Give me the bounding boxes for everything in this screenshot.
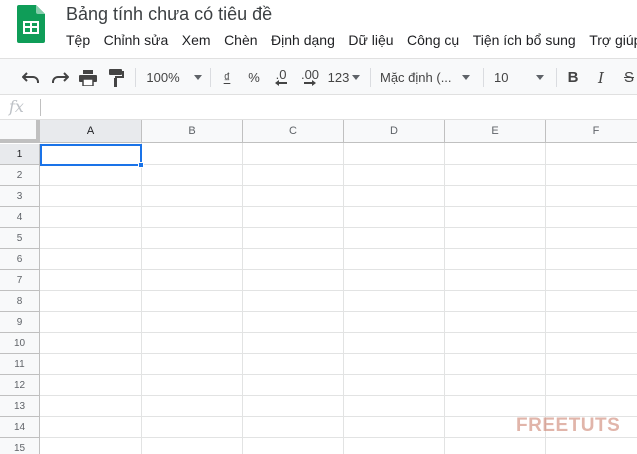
bold-button[interactable]: B (567, 69, 579, 86)
paint-format-icon[interactable] (103, 59, 129, 96)
row-header[interactable]: 6 (0, 249, 40, 270)
menu-file[interactable]: Tệp (66, 32, 91, 48)
row-header[interactable]: 14 (0, 417, 40, 438)
grid-line (40, 227, 637, 228)
formula-input[interactable] (48, 99, 628, 116)
column-header-d[interactable]: D (344, 120, 445, 143)
row-header[interactable]: 10 (0, 333, 40, 354)
toolbar-separator (556, 68, 557, 87)
grid-line (40, 332, 637, 333)
watermark-text-b: TUTS (568, 415, 621, 436)
chevron-down-icon (461, 75, 470, 80)
document-title[interactable]: Bảng tính chưa có tiêu đề (66, 4, 273, 24)
watermark-text-a: FREE (516, 415, 569, 436)
increase-decimal-label: .00 (300, 66, 320, 82)
grid-line (40, 290, 637, 291)
grid-line (40, 164, 637, 165)
menu-help[interactable]: Trợ giúp (589, 32, 637, 48)
font-family-value: Mặc định (... (380, 70, 452, 85)
row-header[interactable]: 1 (0, 144, 40, 165)
grid-line (40, 248, 637, 249)
italic-button[interactable]: I (598, 68, 604, 87)
arrow-left-icon (275, 79, 287, 86)
decrease-decimal-label: .0 (275, 66, 287, 82)
grid-line (40, 353, 637, 354)
spreadsheet-grid[interactable]: A B C D E F 1 2 3 4 5 6 7 8 9 10 11 12 1… (0, 120, 637, 454)
chevron-down-icon (352, 75, 361, 80)
grid-line (444, 143, 445, 454)
grid-line (141, 143, 142, 454)
app-header: Bảng tính chưa có tiêu đề Tệp Chỉnh sửa … (0, 0, 637, 58)
sheets-logo-icon[interactable] (17, 5, 45, 43)
selected-cell-a1[interactable] (40, 144, 142, 166)
fx-icon: fx (9, 97, 24, 116)
grid-line (40, 311, 637, 312)
font-family-select[interactable]: Mặc định (... (380, 59, 476, 96)
row-header[interactable]: 2 (0, 165, 40, 186)
formula-bar: fx (0, 95, 637, 120)
column-header-b[interactable]: B (142, 120, 243, 143)
row-header[interactable]: 4 (0, 207, 40, 228)
row-header[interactable]: 7 (0, 270, 40, 291)
grid-line (40, 269, 637, 270)
grid-line (545, 143, 546, 454)
grid-line (40, 374, 637, 375)
print-icon[interactable] (75, 59, 101, 96)
grid-line (40, 206, 637, 207)
grid-line (40, 416, 637, 417)
zoom-select[interactable]: 100% (145, 59, 203, 96)
toolbar-separator (135, 68, 136, 87)
strikethrough-button[interactable]: S (623, 69, 634, 86)
menu-view[interactable]: Xem (181, 32, 211, 48)
toolbar-separator (210, 68, 211, 87)
menu-bar: Tệp Chỉnh sửa Xem Chèn Định dạng Dữ liệu… (66, 32, 637, 48)
row-header[interactable]: 13 (0, 396, 40, 417)
row-header[interactable]: 5 (0, 228, 40, 249)
percent-format-button[interactable]: % (248, 70, 260, 85)
font-size-select[interactable]: 10 (494, 59, 550, 96)
formula-separator (40, 99, 41, 116)
more-formats-label: 123 (327, 70, 350, 85)
menu-edit[interactable]: Chỉnh sửa (103, 32, 169, 48)
row-header[interactable]: 3 (0, 186, 40, 207)
undo-icon[interactable] (18, 59, 44, 96)
row-header[interactable]: 11 (0, 354, 40, 375)
font-size-value: 10 (494, 70, 509, 85)
freetuts-watermark: FREETUTS (516, 415, 620, 437)
row-header[interactable]: 9 (0, 312, 40, 333)
arrow-right-icon (304, 79, 316, 86)
row-header[interactable]: 12 (0, 375, 40, 396)
column-header-e[interactable]: E (445, 120, 546, 143)
increase-decimal-button[interactable]: .00 (296, 59, 324, 96)
zoom-value: 100% (146, 70, 180, 85)
decrease-decimal-button[interactable]: .0 (268, 59, 294, 96)
column-header-f[interactable]: F (546, 120, 637, 143)
row-header[interactable]: 8 (0, 291, 40, 312)
toolbar-separator (370, 68, 371, 87)
grid-line (40, 395, 637, 396)
more-formats-button[interactable]: 123 (326, 59, 362, 96)
menu-format[interactable]: Định dạng (271, 32, 335, 48)
grid-line (343, 143, 344, 454)
chevron-down-icon (536, 75, 545, 80)
toolbar-separator (483, 68, 484, 87)
select-all-corner[interactable] (0, 120, 40, 143)
menu-addons[interactable]: Tiện ích bổ sung (472, 32, 576, 48)
menu-tools[interactable]: Công cụ (407, 32, 460, 48)
fill-handle[interactable] (138, 162, 144, 168)
redo-icon[interactable] (47, 59, 73, 96)
row-header[interactable]: 15 (0, 438, 40, 454)
column-header-a[interactable]: A (40, 120, 142, 143)
menu-insert[interactable]: Chèn (224, 32, 258, 48)
grid-line (242, 143, 243, 454)
grid-line (40, 437, 637, 438)
toolbar: 100% ₫ % .0 .00 123 Mặc định (... 10 B I… (0, 58, 637, 95)
menu-data[interactable]: Dữ liệu (348, 32, 394, 48)
chevron-down-icon (193, 75, 202, 80)
grid-line (40, 185, 637, 186)
currency-format-button[interactable]: ₫ (223, 70, 231, 85)
column-header-c[interactable]: C (243, 120, 344, 143)
